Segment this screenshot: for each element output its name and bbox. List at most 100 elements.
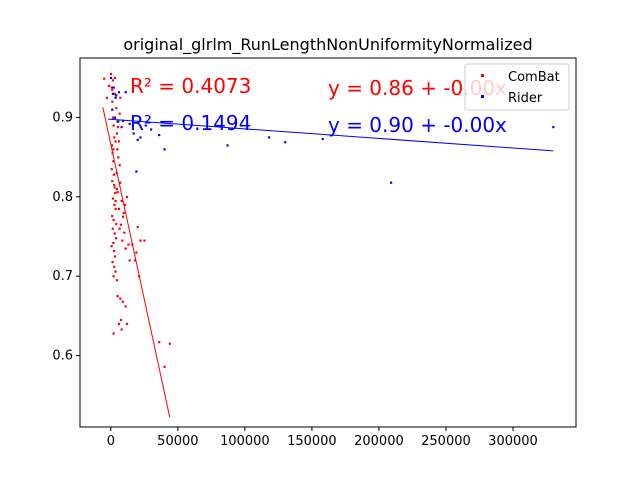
combat-data-point: [121, 239, 124, 242]
x-tick-label: 250000: [421, 434, 471, 449]
rider-data-point: [111, 92, 115, 95]
rider-equation-label: y = 0.90 + -0.00x: [328, 113, 507, 137]
rider-data-point: [117, 91, 121, 94]
combat-data-point: [114, 207, 117, 210]
combat-data-point: [120, 199, 123, 203]
legend-marker-combat: [481, 74, 484, 77]
combat-data-point: [113, 183, 116, 187]
combat-data-point: [168, 342, 172, 345]
legend-label-combat: ComBat: [508, 70, 560, 85]
combat-data-point: [115, 279, 119, 282]
rider-data-point: [390, 181, 393, 184]
rider-data-point: [113, 116, 117, 119]
combat-data-point: [123, 203, 127, 207]
y-tick-label: 0.6: [52, 349, 73, 364]
combat-data-point: [121, 215, 125, 218]
combat-data-point: [135, 251, 138, 254]
rider-data-point: [128, 122, 131, 126]
combat-data-point: [111, 227, 114, 230]
combat-data-point: [143, 239, 146, 242]
x-tick-label: 300000: [488, 434, 538, 449]
x-tick-label: 150000: [287, 434, 337, 449]
combat-data-point: [111, 100, 114, 103]
combat-data-point: [111, 88, 114, 91]
legend-box: [464, 63, 570, 111]
rider-data-point: [136, 138, 139, 141]
combat-data-point: [119, 318, 123, 322]
combat-data-point: [110, 168, 113, 171]
combat-data-point: [116, 295, 119, 298]
combat-data-point: [139, 239, 142, 242]
legend: ComBat Rider: [464, 63, 570, 111]
combat-data-point: [119, 223, 123, 226]
combat-data-point: [112, 148, 115, 151]
rider-data-point: [150, 128, 153, 131]
axes: 0 50000 100000 150000 200000 250000 300000 0.6…: [52, 57, 577, 449]
combat-data-point: [133, 259, 137, 262]
combat-data-point: [118, 112, 121, 115]
x-tick-label: 200000: [354, 434, 404, 449]
combat-data-point: [114, 237, 118, 240]
combat-data-point: [122, 211, 125, 214]
combat-data-point: [113, 136, 116, 139]
fit-lines: [102, 107, 554, 418]
rider-data-point: [163, 148, 166, 151]
combat-data-point: [113, 203, 116, 207]
rider-data-point: [120, 126, 123, 129]
rider-data-point: [268, 136, 271, 139]
y-tick-label: 0.7: [52, 269, 73, 284]
combat-data-point: [121, 300, 125, 303]
rider-data-point: [321, 137, 324, 141]
combat-data-point: [163, 365, 166, 368]
combat-fit-line: [102, 107, 171, 418]
combat-data-point: [112, 124, 115, 127]
rider-data-point: [109, 76, 113, 80]
rider-data-point: [114, 96, 117, 99]
combat-data-point: [111, 214, 114, 218]
combat-data-point: [117, 156, 120, 159]
combat-data-point: [116, 191, 119, 194]
combat-data-point: [107, 84, 111, 87]
x-tick-label: 100000: [220, 434, 270, 449]
x-axis-ticks: 0 50000 100000 150000 200000 250000 300000: [107, 427, 538, 449]
combat-data-point: [124, 247, 127, 250]
combat-data-point: [117, 322, 121, 326]
legend-marker-rider: [481, 95, 484, 98]
combat-data-point: [123, 231, 126, 234]
combat-data-point: [110, 86, 113, 89]
x-tick-label: 50000: [157, 434, 198, 449]
combat-data-point: [111, 180, 114, 183]
combat-data-point: [111, 260, 114, 264]
chart-title: original_glrlm_RunLengthNonUniformityNor…: [123, 35, 532, 55]
rider-data-point: [158, 133, 161, 137]
combat-data-point: [112, 241, 115, 245]
combat-data-point: [113, 186, 116, 189]
combat-data-point: [113, 249, 116, 253]
combat-data-point: [158, 341, 161, 344]
combat-data-point: [111, 79, 115, 82]
combat-data-point: [111, 152, 114, 155]
y-axis-ticks: 0.6 0.7 0.8 0.9: [52, 111, 80, 364]
combat-data-point: [117, 140, 121, 143]
combat-data-point: [127, 243, 130, 246]
combat-data-point: [113, 92, 117, 95]
combat-data-point: [110, 144, 114, 147]
rider-fit-line: [108, 118, 554, 152]
combat-data-point: [103, 77, 106, 80]
rider-r2-label: R² = 0.1494: [130, 111, 251, 135]
combat-data-point: [114, 199, 117, 203]
rider-data-point: [112, 86, 115, 89]
combat-data-point: [125, 195, 129, 199]
y-tick-label: 0.9: [52, 111, 73, 126]
combat-data-point: [114, 140, 117, 143]
rider-data-point: [144, 124, 147, 127]
y-tick-label: 0.8: [52, 190, 73, 205]
combat-data-point: [116, 126, 120, 129]
combat-data-point: [128, 259, 131, 262]
combat-data-point: [113, 265, 116, 268]
combat-data-point: [114, 191, 117, 195]
combat-data-point: [115, 187, 119, 191]
combat-data-point: [109, 72, 113, 76]
x-tick-label: 0: [107, 434, 115, 449]
